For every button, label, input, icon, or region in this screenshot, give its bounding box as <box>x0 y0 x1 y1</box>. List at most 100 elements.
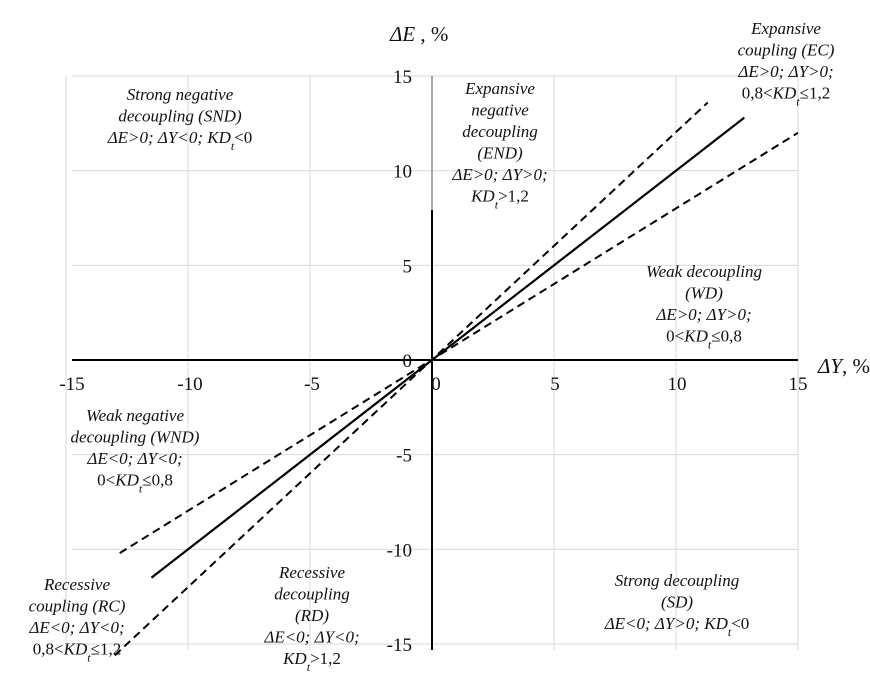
label-segment: (END) <box>477 144 523 163</box>
region-label-line: decoupling (WND) <box>71 428 200 447</box>
coupling-solid-line <box>150 116 745 579</box>
x-tick-label: -5 <box>304 374 320 395</box>
series-lines <box>114 101 799 657</box>
region-label-line: 0,8<KDt≤1,2 <box>33 640 121 665</box>
label-segment: ΔE<0; ΔY<0; <box>28 618 124 637</box>
label-segment: Expansive <box>464 79 535 98</box>
region-label-line: 0,8<KDt≤1,2 <box>742 84 830 109</box>
region-label-line: negative <box>471 101 529 120</box>
region-label-line: Recessive <box>43 575 111 594</box>
region-label-line: decoupling <box>274 585 350 604</box>
label-segment: >1,2 <box>310 649 341 668</box>
label-segment: decoupling <box>274 585 350 604</box>
y-tick-label: 15 <box>393 67 412 88</box>
label-segment: 0< <box>666 327 684 346</box>
x-tick-label: 15 <box>789 374 808 395</box>
region-label-line: 0<KDt≤0,8 <box>97 471 173 496</box>
subscript: t <box>87 651 91 665</box>
region-label-line: coupling (EC) <box>738 41 835 60</box>
x-tick-label: -15 <box>59 374 84 395</box>
y-tick-label: -15 <box>387 635 412 656</box>
label-segment: ΔE<0; ΔY>0; <box>604 614 705 633</box>
label-segment: KD <box>772 84 797 103</box>
region-label-line: Expansive <box>750 19 821 38</box>
label-segment: 0< <box>97 471 115 490</box>
label-segment: KD <box>114 471 139 490</box>
region-label-line: ΔE<0; ΔY<0; <box>263 628 359 647</box>
label-segment: KD <box>470 187 495 206</box>
y-tick-label: 10 <box>393 162 412 183</box>
label-segment: decoupling (WND) <box>71 428 200 447</box>
label-segment: ΔE>0; ΔY>0; <box>655 305 751 324</box>
label-segment: ΔE>0; ΔY<0; <box>107 128 208 147</box>
region-labels: Strong negative decoupling (SND) ΔE>0; ΔY<… <box>28 19 834 674</box>
subscript: t <box>307 660 311 674</box>
subscript: t <box>708 338 712 352</box>
label-segment: decoupling (SND) <box>118 107 242 126</box>
y-tick-label: 0 <box>403 351 413 372</box>
subscript: t <box>728 625 732 639</box>
boundary-dashed-line <box>119 131 799 554</box>
label-segment: >1,2 <box>498 187 529 206</box>
label-segment: coupling (EC) <box>738 41 835 60</box>
region-label-line: Strong decoupling <box>615 571 740 590</box>
y-tick-label: 5 <box>403 256 413 277</box>
region-label-rc: Recessive coupling (RC) ΔE<0; ΔY<0; 0,8<KDt… <box>28 575 125 665</box>
label-segment: ≤0,8 <box>142 471 173 490</box>
region-label-line: Weak decoupling <box>646 262 762 281</box>
region-label-line: ΔE>0; ΔY>0; <box>737 62 833 81</box>
region-label-snd: Strong negative decoupling (SND) ΔE>0; ΔY<… <box>107 85 253 153</box>
region-label-line: Expansive <box>464 79 535 98</box>
label-segment: ≤1,2 <box>800 84 831 103</box>
axes <box>72 76 798 650</box>
region-label-line: decoupling <box>462 122 538 141</box>
boundary-dashed-line <box>114 101 709 657</box>
region-label-sd: Strong decoupling (SD) ΔE<0; ΔY>0; KDt<0 <box>604 571 750 639</box>
label-segment: ≤0,8 <box>711 327 742 346</box>
y-axis-label: ΔE , % <box>389 22 448 46</box>
region-label-wd: Weak decoupling (WD) ΔE>0; ΔY>0; 0<KDt≤0,8 <box>646 262 762 352</box>
subscript: t <box>139 482 143 496</box>
label-segment: ≤1,2 <box>91 640 122 659</box>
region-label-line: (WD) <box>685 284 723 303</box>
region-label-line: KDt>1,2 <box>282 649 341 674</box>
label-segment: Strong decoupling <box>615 571 740 590</box>
label-segment: Weak decoupling <box>646 262 762 281</box>
region-label-line: ΔE<0; ΔY<0; <box>86 449 182 468</box>
region-label-line: Recessive <box>278 563 346 582</box>
region-label-rd: Recessive decoupling (RD) ΔE<0; ΔY<0; KDt>1,… <box>263 563 359 674</box>
region-label-line: ΔE>0; ΔY>0; <box>451 165 547 184</box>
x-tick-label: -10 <box>177 374 202 395</box>
label-segment: negative <box>471 101 529 120</box>
label-segment: KD <box>206 128 231 147</box>
label-segment: 0,8< <box>33 640 64 659</box>
label-segment: KD <box>683 327 708 346</box>
label-segment: (SD) <box>661 593 693 612</box>
y-tick-label: -10 <box>387 540 412 561</box>
label-segment: (WD) <box>685 284 723 303</box>
subscript: t <box>495 198 499 212</box>
region-label-line: (SD) <box>661 593 693 612</box>
region-label-line: (RD) <box>295 606 329 625</box>
label-segment: coupling (RC) <box>29 597 126 616</box>
region-label-line: (END) <box>477 144 523 163</box>
label-segment: ΔE>0; ΔY>0; <box>737 62 833 81</box>
region-label-line: Weak negative <box>86 406 184 425</box>
label-segment: ΔE<0; ΔY<0; <box>86 449 182 468</box>
region-label-line: ΔE<0; ΔY>0; KDt<0 <box>604 614 750 639</box>
label-segment: Recessive <box>278 563 346 582</box>
x-tick-label: 10 <box>668 374 687 395</box>
region-label-wnd: Weak negative decoupling (WND) ΔE<0; ΔY<0;… <box>71 406 200 496</box>
region-label-line: decoupling (SND) <box>118 107 242 126</box>
label-segment: KD <box>282 649 307 668</box>
region-label-ec: Expansive coupling (EC) ΔE>0; ΔY>0; 0,8<KDt… <box>737 19 834 109</box>
label-segment: decoupling <box>462 122 538 141</box>
label-segment: ΔE<0; ΔY<0; <box>263 628 359 647</box>
label-segment: 0,8< <box>742 84 773 103</box>
region-label-line: KDt>1,2 <box>470 187 529 212</box>
label-segment: Strong negative <box>127 85 234 104</box>
x-axis-label: ΔY, % <box>817 354 870 378</box>
region-label-line: ΔE<0; ΔY<0; <box>28 618 124 637</box>
